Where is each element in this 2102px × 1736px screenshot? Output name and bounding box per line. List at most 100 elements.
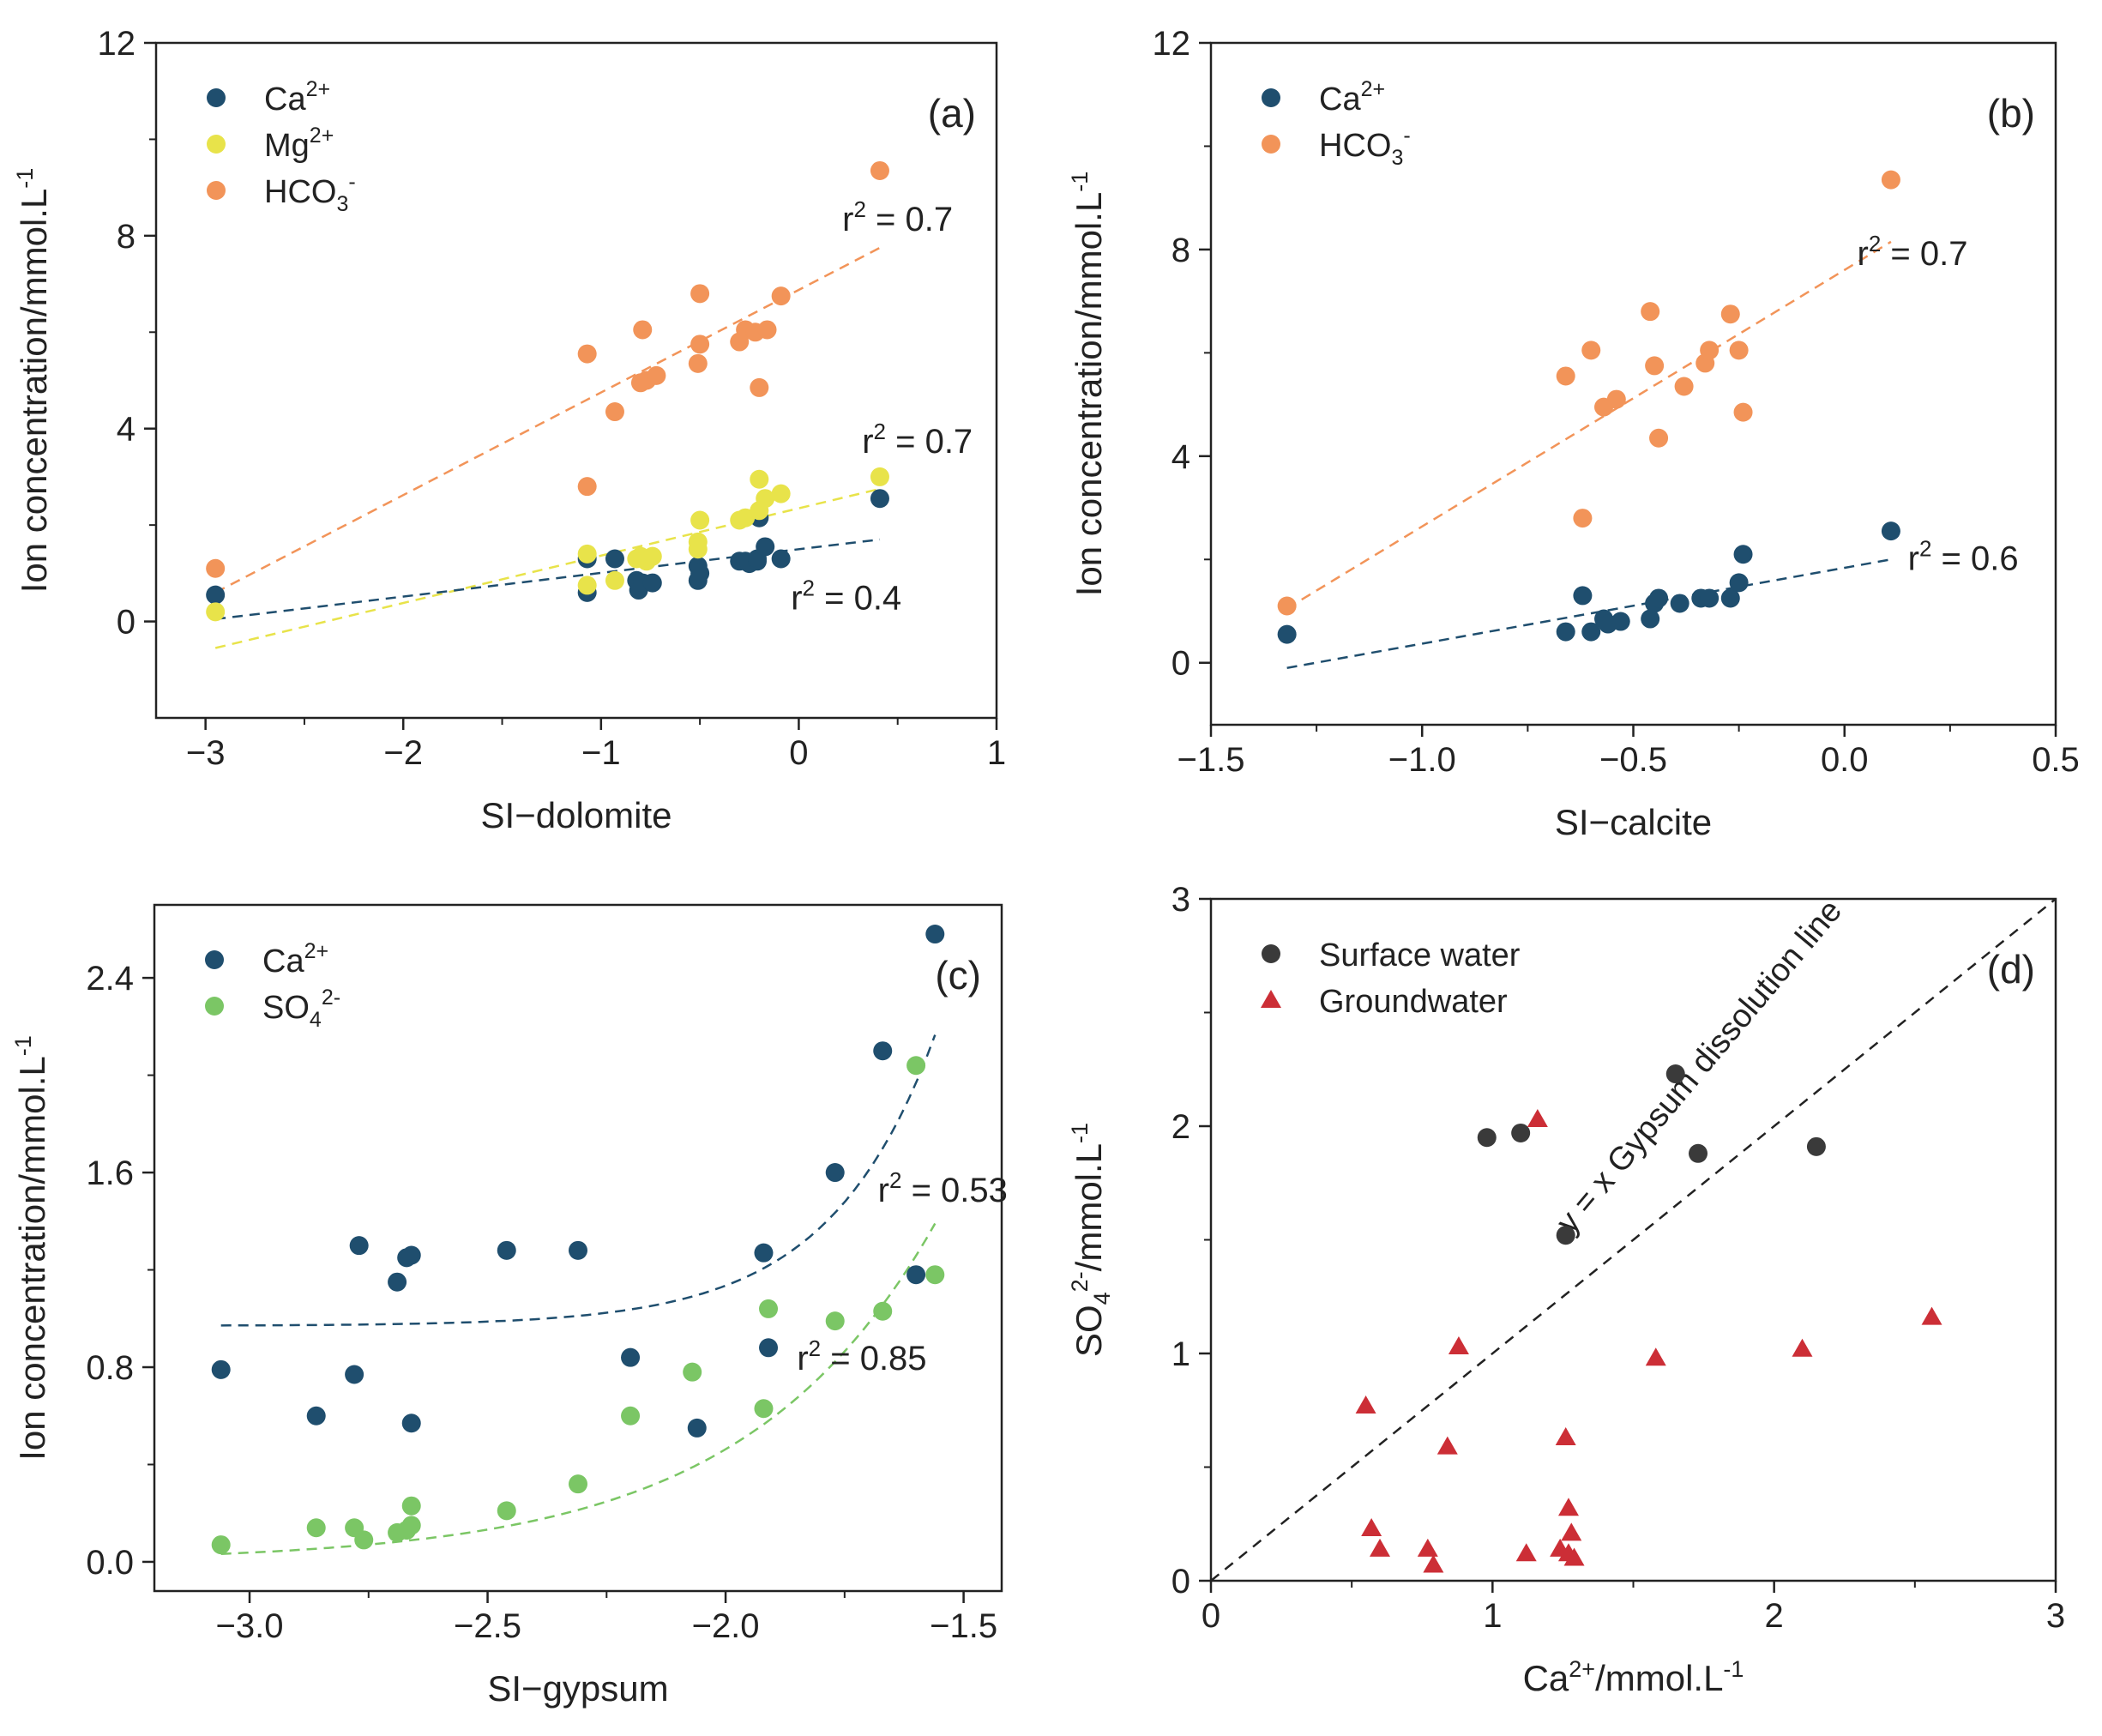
y-axis-label-sup2: 2- — [1067, 1271, 1093, 1292]
y-axis-label-sup: -1 — [10, 1035, 36, 1056]
data-point-ground — [1561, 1522, 1582, 1541]
fit-line-ca — [1286, 558, 1892, 669]
y-tick-label: 1.6 — [86, 1154, 134, 1192]
data-point-ca — [759, 1338, 779, 1358]
y-axis-label-rest: /mmol.L — [1069, 1143, 1109, 1271]
legend-label-sub: 3 — [1391, 146, 1403, 170]
legend-label-sup: 2+ — [310, 124, 334, 148]
annotation-r: r — [791, 580, 802, 618]
annotation-value: = 0.7 — [886, 423, 973, 461]
annotation-sup: 2 — [803, 576, 815, 601]
data-point-ca — [754, 1243, 774, 1263]
x-axis-label-text: SI−gypsum — [487, 1668, 668, 1709]
legend-label-sub: 4 — [310, 1008, 322, 1032]
fit-line-mg — [214, 487, 881, 649]
annotation-value: = 0.85 — [821, 1340, 926, 1377]
legend-label: Ca2+ — [262, 939, 328, 980]
annotation-value: = 0.4 — [815, 580, 901, 618]
data-point-hco3 — [690, 335, 710, 354]
x-tick-label: 3 — [2046, 1597, 2065, 1635]
data-point-ca — [388, 1272, 407, 1292]
data-point-ca — [825, 1163, 845, 1183]
y-axis-label-sub: 4 — [1089, 1292, 1115, 1305]
r-squared-annotation: r2 = 0.7 — [1858, 231, 1968, 273]
y-axis-label-sup: -1 — [12, 168, 38, 189]
annotation-value: = 0.7 — [1881, 235, 1967, 273]
x-tick-label: −3 — [186, 734, 226, 772]
annotation-sup: 2 — [1869, 231, 1881, 256]
y-tick-label: 8 — [117, 218, 136, 256]
reference-line — [1210, 898, 2057, 1582]
data-point-hco3 — [1556, 366, 1575, 386]
data-point-ground — [1555, 1427, 1576, 1446]
data-point-mg — [577, 544, 597, 564]
y-axis-label: Ion concentration/mmol.L-1 — [12, 168, 54, 594]
data-point-ca — [1556, 622, 1575, 642]
y-axis-label-text: Ion concentration/mmol.L — [12, 1056, 52, 1461]
annotation-r: r — [1908, 539, 1919, 577]
x-tick-label: −2.5 — [454, 1607, 521, 1645]
data-point-ground — [1355, 1395, 1376, 1414]
data-point-hco3 — [1581, 341, 1601, 360]
legend-label: Ca2+ — [264, 77, 330, 118]
x-tick-label: 1 — [1483, 1597, 1502, 1635]
annotation-sup: 2 — [874, 419, 886, 444]
legend-marker-surface — [1262, 944, 1280, 963]
y-axis-label: Ion concentration/mmol.L-1 — [10, 1035, 52, 1461]
data-point-so4 — [354, 1530, 374, 1550]
y-tick-label: 0 — [1171, 1563, 1190, 1600]
data-point-ca — [1573, 586, 1593, 606]
data-point-so4 — [621, 1406, 641, 1426]
plot-frame — [153, 903, 1003, 1593]
legend-marker-ca — [207, 88, 226, 107]
data-point-ground — [1515, 1543, 1537, 1562]
legend-label-name: HCO — [264, 174, 336, 210]
data-point-ground — [1436, 1436, 1458, 1455]
annotation-sup: 2 — [1919, 535, 1931, 561]
data-point-hco3 — [1674, 377, 1694, 396]
y-tick-label: 8 — [1171, 232, 1190, 269]
data-point-so4 — [306, 1518, 326, 1538]
y-axis-label-text: Ion concentration/mmol.L — [14, 189, 54, 594]
data-point-hco3 — [690, 284, 710, 304]
x-tick-label: −1 — [581, 734, 621, 772]
y-tick-label: 12 — [1153, 25, 1191, 63]
legend-label-sup: 2+ — [306, 77, 331, 101]
data-point-hco3 — [605, 402, 624, 422]
data-point-hco3 — [750, 377, 769, 397]
legend-marker-ground — [1261, 990, 1281, 1008]
legend-label-sup2: 2- — [322, 986, 340, 1010]
data-point-ca — [1733, 545, 1753, 564]
data-point-so4 — [906, 1056, 926, 1076]
data-point-ca — [690, 564, 710, 583]
data-point-hco3 — [1729, 341, 1749, 360]
data-point-so4 — [873, 1301, 893, 1321]
legend-marker-ca — [1262, 88, 1280, 107]
data-point-ground — [1423, 1554, 1444, 1573]
data-point-ca — [873, 1041, 893, 1061]
annotation-value: = 0.6 — [1931, 539, 2018, 577]
data-point-hco3 — [577, 477, 597, 497]
y-tick-label: 12 — [98, 25, 136, 63]
y-tick-label: 2.4 — [86, 960, 134, 998]
data-point-mg — [642, 546, 662, 566]
data-point-mg — [577, 576, 597, 595]
fit-line-hco3 — [1286, 240, 1892, 610]
plot-frame — [154, 41, 998, 720]
data-point-ca — [605, 549, 624, 569]
data-point-ca — [1670, 594, 1689, 613]
y-tick-label: 0 — [117, 604, 136, 642]
data-point-ca — [569, 1240, 587, 1260]
legend-label: HCO3- — [264, 170, 356, 216]
data-point-hco3 — [1700, 341, 1720, 360]
annotation-r: r — [862, 423, 873, 461]
x-tick-label: 0 — [789, 734, 808, 772]
annotation-value: = 0.53 — [901, 1172, 1007, 1209]
y-tick-label: 4 — [117, 411, 136, 449]
data-point-mg — [690, 510, 710, 530]
data-point-mg — [736, 508, 756, 527]
data-point-hco3 — [633, 320, 653, 340]
panel-d-chart: 0 1 2 30123Ca2+/mmol.L-1SO42-/mmol.L-1(d)y … — [1067, 881, 2065, 1698]
x-axis-label: SI−calcite — [1555, 802, 1712, 842]
